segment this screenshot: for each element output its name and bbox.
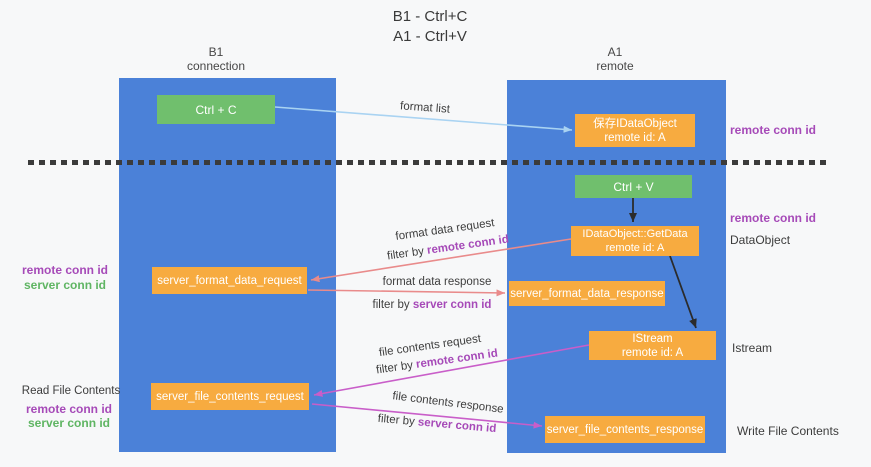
filter-by-text: filter by: [386, 244, 428, 263]
format-list-label: format list: [399, 100, 451, 116]
format-data-response-arrow: [307, 289, 506, 297]
copy-paste-separator-line: [28, 160, 830, 165]
server-format-data-response-node: server_format_data_response: [509, 281, 665, 306]
save-idataobject-node: 保存IDataObject remote id: A: [575, 114, 695, 147]
istream-annotation: Istream: [732, 341, 773, 355]
idataobject-getdata-node: IDataObject::GetData remote id: A: [571, 226, 699, 256]
ctrl-v-node: Ctrl + V: [575, 175, 692, 198]
left-bottom-server-conn-id-annotation: server conn id: [27, 416, 111, 430]
ctrl-c-node: Ctrl + C: [157, 95, 275, 124]
server-file-contents-response-label: server_file_contents_response: [546, 423, 704, 436]
server-conn-id-text: server conn id: [412, 299, 492, 311]
write-file-contents-annotation: Write File Contents: [737, 424, 839, 438]
format-data-response-label: format data response: [382, 276, 492, 288]
ctrl-c-label: Ctrl + C: [195, 102, 237, 117]
right-top-remote-conn-id-annotation: remote conn id: [730, 123, 817, 137]
lane-b1-role: connection: [186, 59, 246, 73]
save-idataobject-line2: remote id: A: [604, 131, 666, 144]
server-format-data-request-node: server_format_data_request: [152, 267, 307, 294]
filter-by-text: filter by: [375, 358, 417, 377]
format-response-filter-label: filter by server conn id: [373, 299, 492, 311]
right-mid-remote-conn-id-annotation: remote conn id: [730, 211, 817, 225]
left-mid-server-conn-id-annotation: server conn id: [23, 278, 107, 292]
server-file-contents-request-label: server_file_contents_request: [156, 390, 304, 403]
diagram-title: B1 - Ctrl+C A1 - Ctrl+V: [393, 7, 468, 47]
filter-by-text: filter by: [377, 412, 419, 429]
lane-b1-name: B1: [208, 45, 224, 59]
file-response-filter-label: filter by server conn id: [377, 413, 496, 435]
title-line-2: A1 - Ctrl+V: [393, 28, 467, 45]
istream-line2: remote id: A: [621, 346, 684, 359]
read-file-contents-annotation: Read File Contents: [21, 385, 121, 397]
server-format-data-response-label: server_format_data_response: [510, 287, 664, 300]
ctrl-v-label: Ctrl + V: [613, 179, 654, 194]
istream-line1: IStream: [632, 332, 673, 345]
remote-conn-id-text: remote conn id: [426, 233, 510, 257]
istream-node: IStream remote id: A: [589, 331, 716, 360]
title-line-1: B1 - Ctrl+C: [392, 8, 468, 25]
getdata-line1: IDataObject::GetData: [582, 228, 688, 240]
lane-header-a1: A1 remote: [596, 45, 633, 73]
left-mid-remote-conn-id-annotation: remote conn id: [21, 263, 109, 277]
server-file-contents-request-node: server_file_contents_request: [151, 383, 309, 410]
server-format-data-request-label: server_format_data_request: [157, 274, 302, 287]
file-contents-response-label: file contents response: [391, 390, 505, 416]
lane-header-b1: B1 connection: [187, 45, 245, 73]
left-bottom-remote-conn-id-annotation: remote conn id: [25, 402, 113, 416]
getdata-line2: remote id: A: [605, 242, 665, 254]
lane-a1-role: remote: [596, 59, 634, 73]
dataobject-annotation: DataObject: [730, 233, 791, 247]
lane-a1-name: A1: [607, 45, 623, 59]
filter-by-text: filter by: [372, 299, 413, 311]
save-idataobject-line1: 保存IDataObject: [593, 117, 677, 130]
server-file-contents-response-node: server_file_contents_response: [545, 416, 705, 443]
server-conn-id-text: server conn id: [417, 416, 497, 436]
